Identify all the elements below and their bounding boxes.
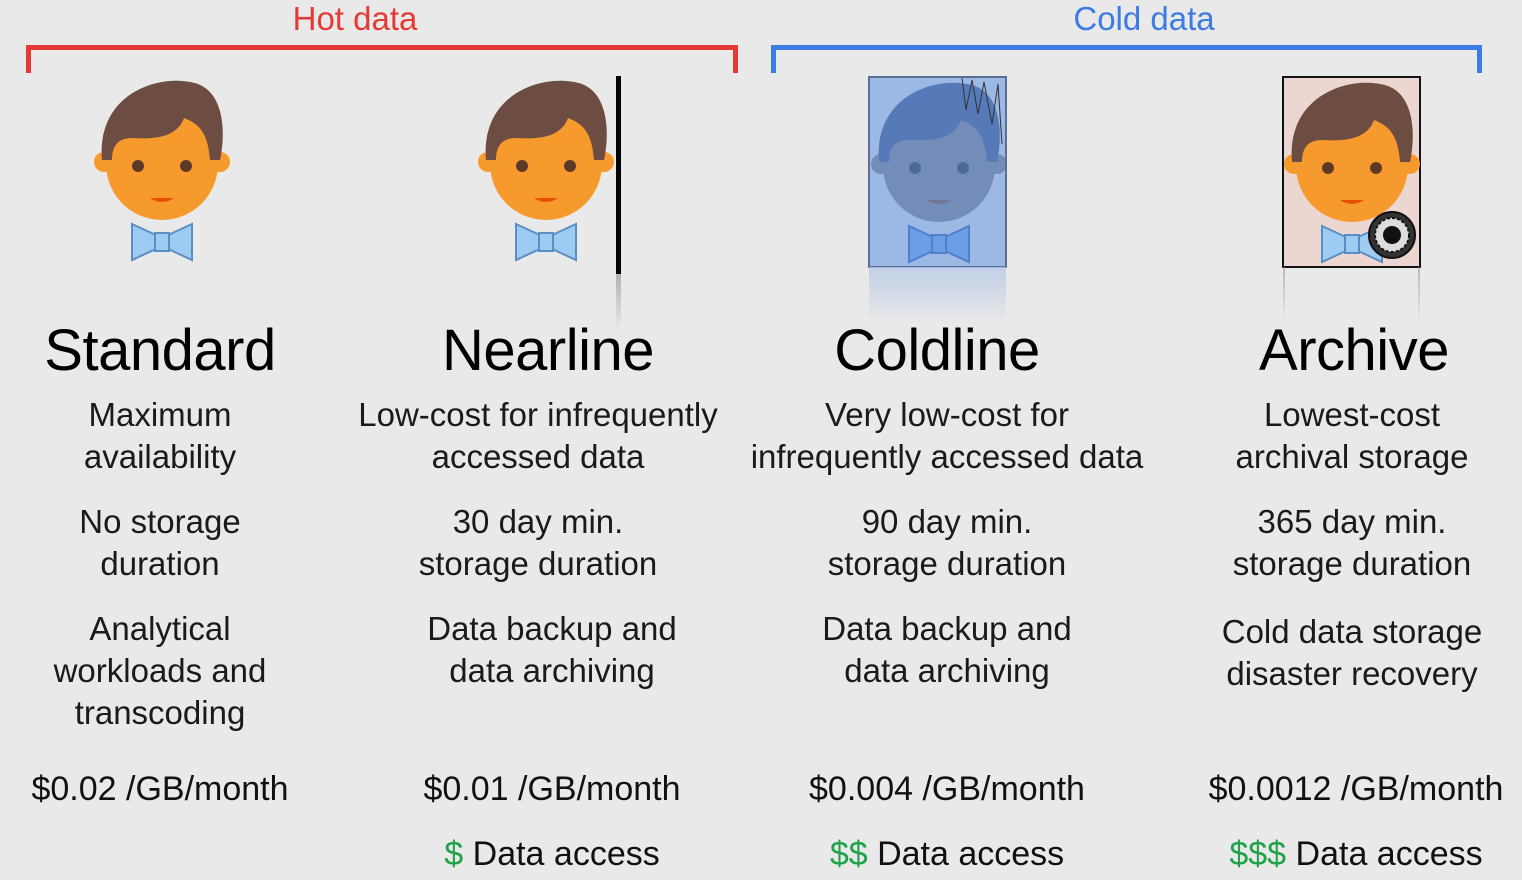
coldline-duration-line: 90 day min. (861, 503, 1033, 540)
archive-duration-line: storage duration (1232, 545, 1472, 582)
coldline-use-case-line: data archiving (844, 652, 1050, 689)
archive-use-case-line: Cold data storage (1221, 613, 1483, 650)
standard-title: Standard (44, 318, 276, 383)
nearline-use-case-line: Data backup and (427, 610, 677, 647)
standard-use-case: Analytical workloads and transcoding (0, 608, 380, 734)
hot-data-bracket (26, 45, 738, 73)
nearline-title: Nearline (442, 318, 655, 383)
archive-title: Archive (1259, 318, 1449, 383)
standard-duration-line: No storage (79, 503, 241, 540)
coldline-use-case: Data backup and data archiving (727, 608, 1187, 692)
coldline-description-line: infrequently accessed data (750, 438, 1144, 475)
standard-price: $0.02 /GB/month (31, 770, 289, 808)
archive-description: Lowest-cost archival storage (1132, 394, 1522, 478)
vault-dial-icon (1368, 211, 1416, 259)
nearline-column: Nearline Low-cost for infrequently acces… (318, 318, 758, 873)
archive-description-line: Lowest-cost (1263, 396, 1441, 433)
archive-use-case: Cold data storage disaster recovery (1132, 611, 1522, 695)
nearline-duration-line: storage duration (418, 545, 658, 582)
coldline-access-label: Data access (877, 835, 1065, 873)
standard-person-icon (94, 80, 230, 262)
hot-data-label: Hot data (292, 0, 418, 37)
nearline-description-line: accessed data (431, 438, 645, 475)
archive-access-label: Data access (1295, 835, 1483, 873)
nearline-use-case-line: data archiving (449, 652, 655, 689)
standard-use-case-line: Analytical (89, 610, 231, 647)
coldline-data-access: $$ Data access (727, 833, 1167, 875)
standard-column: Standard Maximum availability No storage… (0, 318, 380, 808)
standard-duration-line: duration (100, 545, 220, 582)
nearline-duration: 30 day min. storage duration (318, 501, 758, 585)
archive-duration-line: 365 day min. (1257, 503, 1447, 540)
nearline-price: $0.01 /GB/month (423, 770, 681, 808)
standard-duration: No storage duration (0, 501, 380, 585)
nearline-description-line: Low-cost for infrequently (358, 396, 718, 433)
archive-person-icon (1282, 76, 1421, 323)
cold-data-bracket (771, 45, 1482, 73)
coldline-description: Very low-cost for infrequently accessed … (727, 394, 1167, 478)
coldline-use-case-line: Data backup and (822, 610, 1072, 647)
standard-use-case-line: workloads and (53, 652, 267, 689)
coldline-duration-line: storage duration (827, 545, 1067, 582)
standard-use-case-line: transcoding (74, 694, 246, 731)
coldline-person-icon (868, 76, 1007, 323)
nearline-data-access: $ Data access (318, 833, 772, 875)
coldline-description-line: Very low-cost for (825, 396, 1069, 433)
archive-use-case-line: disaster recovery (1226, 655, 1478, 692)
archive-duration: 365 day min. storage duration (1132, 501, 1522, 585)
archive-data-access: $$$ Data access (1132, 833, 1522, 875)
cold-data-label: Cold data (1073, 0, 1215, 37)
standard-description-line: Maximum (88, 396, 232, 433)
coldline-column: Coldline Very low-cost for infrequently … (727, 318, 1167, 873)
nearline-duration-line: 30 day min. (452, 503, 624, 540)
nearline-access-label: Data access (472, 835, 660, 873)
archive-price: $0.0012 /GB/month (1208, 770, 1504, 808)
nearline-use-case: Data backup and data archiving (318, 608, 772, 692)
coldline-duration: 90 day min. storage duration (727, 501, 1187, 585)
nearline-access-cost: $ (444, 835, 464, 873)
archive-column: Archive Lowest-cost archival storage 365… (1132, 318, 1522, 873)
coldline-title: Coldline (834, 318, 1040, 383)
standard-description-line: availability (83, 438, 237, 475)
nearline-description: Low-cost for infrequently accessed data (318, 394, 758, 478)
coldline-access-cost: $$ (829, 835, 868, 873)
archive-access-cost: $$$ (1229, 835, 1287, 873)
nearline-person-icon (478, 76, 621, 330)
standard-description: Maximum availability (0, 394, 380, 478)
archive-description-line: archival storage (1235, 438, 1469, 475)
coldline-price: $0.004 /GB/month (809, 770, 1085, 808)
